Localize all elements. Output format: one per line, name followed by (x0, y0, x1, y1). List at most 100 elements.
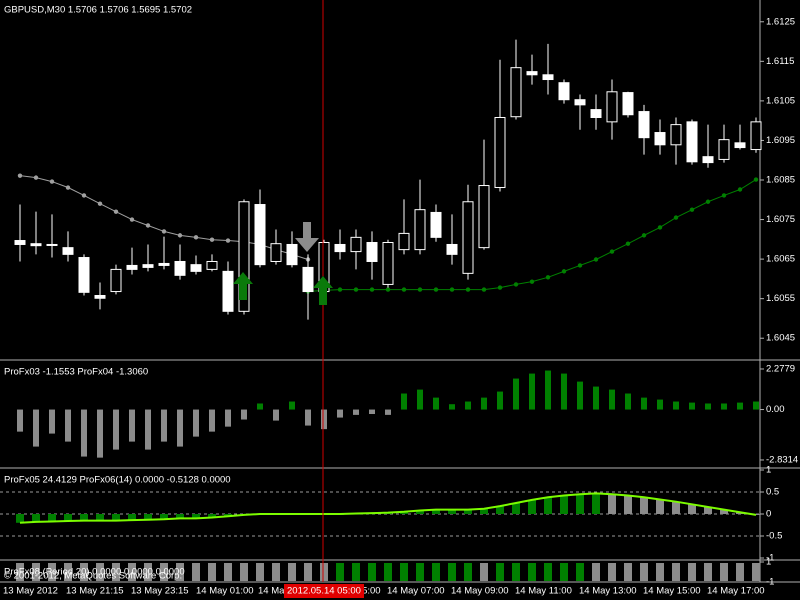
signal-bar (144, 563, 152, 581)
candle-body (462, 201, 474, 274)
candle-body (126, 264, 138, 270)
histogram-bar (512, 503, 520, 514)
moving-average-dot (385, 287, 391, 292)
histogram-bar (145, 409, 151, 450)
moving-average-dot (497, 285, 503, 290)
histogram-bar (337, 409, 343, 418)
y-tick-label: 1 (766, 465, 771, 476)
signal-bar (96, 563, 104, 581)
histogram-bar (209, 409, 215, 432)
signal-bar (416, 563, 424, 581)
time-label: 13 May 2012 (3, 586, 58, 597)
histogram-bar (97, 409, 103, 458)
y-tick-label: -2.8314 (766, 454, 798, 465)
candle-body (30, 243, 42, 247)
moving-average-dot (657, 225, 663, 230)
candle-body (350, 236, 362, 253)
cursor-time: 2012.05.14 05:00 (287, 586, 361, 597)
signal-bar (576, 563, 584, 581)
histogram-bar (433, 397, 439, 410)
y-tick-label: 2.2779 (766, 363, 795, 374)
signal-bar (336, 563, 344, 581)
histogram-bar (81, 409, 87, 457)
histogram-bar (193, 409, 199, 437)
candle-body (78, 257, 90, 293)
moving-average-dot (225, 238, 231, 243)
histogram-bar (80, 514, 88, 521)
histogram-bar (576, 494, 584, 514)
histogram-bar (128, 514, 136, 521)
histogram-bar (417, 389, 423, 410)
plots: 1.6125 1.6115 1.6105 1.6095 1.6085 1.6075 1.60… (0, 16, 798, 588)
time-label: 14 May 11:00 (515, 586, 572, 597)
candle-body (206, 260, 218, 270)
histogram-bar (96, 514, 104, 521)
histogram-bar (400, 511, 408, 514)
histogram-bar (129, 409, 135, 442)
candle-body (190, 264, 202, 272)
candle-body (334, 243, 346, 253)
histogram-bar (465, 401, 471, 410)
moving-average-dot (129, 217, 135, 222)
signal-bar (448, 563, 456, 581)
signal-bar (736, 563, 744, 581)
moving-average-dot (449, 287, 455, 292)
histogram-bar (624, 495, 632, 514)
candle-body (734, 142, 746, 149)
histogram-bar (273, 409, 279, 421)
moving-average-dot (465, 287, 471, 292)
moving-average-dot (529, 279, 535, 284)
signal-bar (704, 563, 712, 581)
moving-average-dot (673, 215, 679, 220)
candle-body (510, 67, 522, 118)
histogram-bar (656, 499, 664, 514)
histogram-bar (705, 403, 711, 410)
candle-body (414, 209, 426, 251)
histogram-bar (17, 409, 23, 432)
signal-bar (192, 563, 200, 581)
buy-arrow (233, 272, 253, 300)
candle-body (142, 264, 154, 268)
moving-average-dot (145, 223, 151, 228)
histogram-bar (481, 397, 487, 410)
moving-average-dot (609, 249, 615, 254)
candle-body (222, 270, 234, 312)
candle-body (158, 262, 170, 266)
candle-body (94, 295, 106, 299)
chart-header: GBPUSD,M30 1.5706 1.5706 1.5695 1.5702 (4, 5, 192, 16)
indicator-label: ProFx03 -1.1553 ProFx04 -1.3060 (4, 367, 148, 378)
signal-bar (224, 563, 232, 581)
signal-bar (752, 563, 760, 581)
histogram-bar (641, 397, 647, 410)
time-label: 14 May 13:00 (579, 586, 637, 597)
y-tick-label: -1 (766, 553, 774, 564)
moving-average-dot (369, 287, 375, 292)
moving-average-dot (161, 229, 167, 234)
histogram-bar (577, 381, 583, 410)
histogram-bar (113, 409, 119, 450)
histogram-bar (592, 493, 600, 514)
histogram-bar (177, 409, 183, 447)
moving-average-dot (113, 209, 119, 214)
histogram-bar (432, 509, 440, 514)
histogram-bar (560, 495, 568, 514)
candle-body (574, 99, 586, 106)
histogram-bar (112, 514, 120, 521)
candle-body (542, 74, 554, 81)
moving-average-dot (737, 187, 743, 192)
histogram-bar (480, 508, 488, 514)
y-tick-label: 0.5 (766, 487, 779, 498)
candle-body (590, 109, 602, 119)
histogram-bar (448, 509, 456, 514)
signal-bar (240, 563, 248, 581)
moving-average-dot (641, 233, 647, 238)
candle-body (494, 117, 506, 189)
histogram-bar (593, 386, 599, 410)
signal-bar (384, 563, 392, 581)
histogram-bar (545, 370, 551, 410)
moving-average-dot (401, 287, 407, 292)
histogram-bar (144, 514, 152, 520)
histogram-bar (609, 389, 615, 410)
histogram-bar (33, 409, 39, 447)
